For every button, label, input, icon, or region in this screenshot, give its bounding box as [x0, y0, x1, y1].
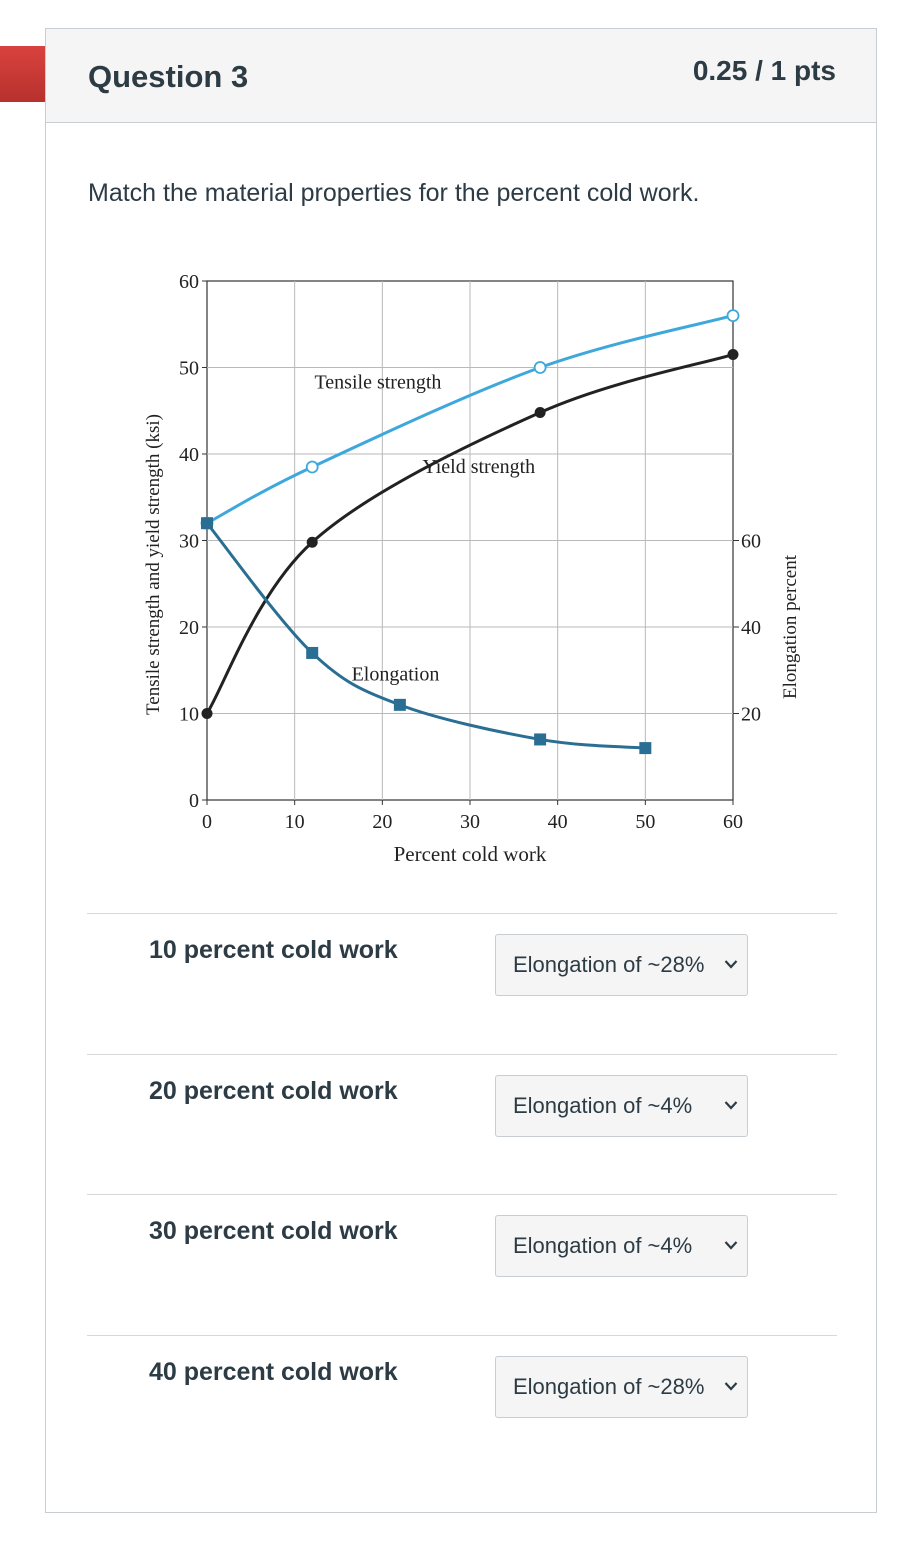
yield-strength-label: Yield strength	[422, 456, 535, 478]
match-row: 10 percent cold work Elongation of ~28%	[87, 913, 837, 1054]
answer-select[interactable]: Elongation of ~28%	[495, 1356, 748, 1418]
yield-strength-point	[306, 536, 318, 548]
x-tick-label: 0	[202, 811, 212, 833]
elongation-point	[201, 517, 213, 530]
y-tick-label: 20	[179, 617, 199, 639]
answer-select-value: Elongation of ~28%	[513, 1374, 705, 1399]
y2-tick-label: 20	[741, 704, 761, 726]
elongation-point	[639, 742, 652, 755]
tensile-strength-line	[206, 314, 734, 525]
x-tick-label: 50	[635, 811, 655, 833]
yield-strength-point	[201, 708, 213, 719]
question-points: 0.25 / 1 pts	[692, 55, 836, 86]
x-axis-label: Percent cold work	[394, 842, 547, 866]
y-tick-label: 60	[179, 271, 199, 293]
x-tick-label: 20	[372, 811, 392, 833]
answer-select[interactable]: Elongation of ~28%	[495, 934, 748, 996]
y2-tick-label: 60	[741, 531, 761, 553]
y2-axis-label: Elongation percent	[780, 554, 801, 699]
tensile-strength-point	[533, 361, 547, 374]
y-tick-label: 30	[179, 531, 199, 553]
x-tick-label: 40	[548, 811, 568, 833]
chevron-down-icon	[724, 1241, 738, 1250]
elongation-label: Elongation	[352, 664, 440, 686]
y2-tick-label: 40	[741, 617, 761, 639]
answer-select[interactable]: Elongation of ~4%	[495, 1215, 748, 1277]
question-card: Question 3 0.25 / 1 pts Match the materi…	[45, 28, 877, 1513]
y-tick-label: 40	[179, 444, 199, 466]
answer-select-value: Elongation of ~28%	[513, 952, 705, 977]
question-title: Question 3	[88, 59, 249, 94]
tensile-strength-point	[726, 309, 740, 322]
y-axis-label: Tensile strength and yield strength (ksi…	[143, 414, 164, 715]
cold-work-chart: 0 10 20 30 40 50 60 0 10 20 30 40 50 60 20 40 60 Percent …	[143, 271, 801, 866]
chevron-down-icon	[724, 1101, 738, 1110]
tensile-strength-point	[305, 460, 319, 474]
y-tick-label: 50	[179, 358, 199, 380]
yield-strength-line	[205, 353, 734, 715]
elongation-point	[306, 646, 319, 659]
x-tick-label: 60	[723, 811, 743, 833]
tensile-strength-label: Tensile strength	[314, 371, 441, 393]
match-row-label: 20 percent cold work	[149, 1077, 398, 1105]
question-prompt: Match the material properties for the pe…	[88, 179, 700, 207]
y-tick-label: 10	[179, 704, 199, 726]
chevron-down-icon	[724, 1382, 738, 1391]
match-row: 40 percent cold work Elongation of ~28%	[87, 1335, 837, 1476]
yield-strength-point	[727, 349, 739, 361]
y-tick-label: 0	[189, 790, 199, 812]
match-row-label: 40 percent cold work	[149, 1358, 398, 1386]
x-tick-label: 10	[285, 811, 305, 833]
answer-select[interactable]: Elongation of ~4%	[495, 1075, 748, 1137]
match-row: 20 percent cold work Elongation of ~4%	[87, 1054, 837, 1195]
elongation-point	[393, 698, 406, 711]
match-row-label: 10 percent cold work	[149, 936, 398, 964]
match-row: 30 percent cold work Elongation of ~4%	[87, 1194, 837, 1335]
answer-select-value: Elongation of ~4%	[513, 1093, 693, 1118]
match-row-label: 30 percent cold work	[149, 1217, 398, 1245]
answer-select-value: Elongation of ~4%	[513, 1233, 693, 1258]
question-header: Question 3 0.25 / 1 pts	[46, 29, 876, 123]
x-tick-label: 30	[460, 811, 480, 833]
yield-strength-point	[534, 406, 546, 418]
elongation-point	[534, 733, 547, 746]
chevron-down-icon	[724, 960, 738, 969]
